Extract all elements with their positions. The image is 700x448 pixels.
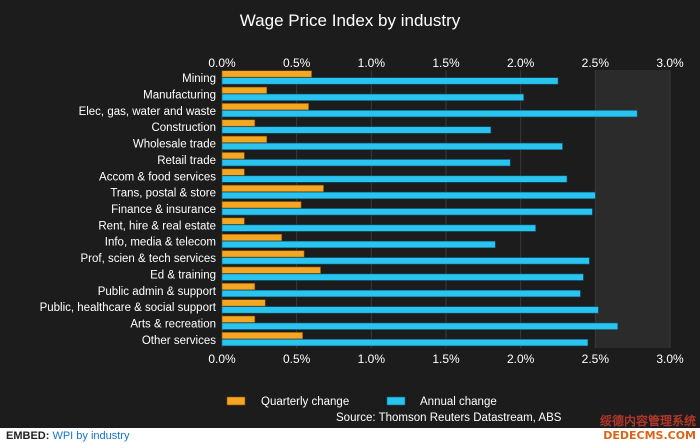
source-text: Source: Thomson Reuters Datastream, ABS [336, 412, 562, 424]
category-label: Prof, scien & tech services [81, 253, 217, 265]
bar-quarterly [221, 250, 305, 258]
watermark: 绥德内容管理系统 DEDECMS.COM [600, 412, 696, 442]
legend-label-quarterly: Quarterly change [261, 396, 349, 408]
bar-quarterly [221, 315, 256, 323]
chart-title: Wage Price Index by industry [240, 11, 461, 30]
embed-line: EMBED: WPI by industry [6, 430, 129, 442]
bar-quarterly [221, 332, 303, 340]
bar-quarterly [221, 152, 245, 160]
bar-annual [221, 257, 590, 265]
watermark-line1: 绥德内容管理系统 [599, 414, 696, 428]
bar-quarterly [221, 70, 312, 78]
bar-annual [221, 142, 563, 150]
category-label: Trans, postal & store [110, 188, 216, 200]
bar-quarterly [221, 282, 256, 291]
x-tick-label-bottom: 2.5% [582, 352, 610, 366]
category-label: Wholesale trade [133, 139, 216, 151]
legend-swatch-quarterly [226, 396, 246, 406]
category-label: Elec, gas, water and waste [79, 106, 216, 118]
bar-annual [221, 339, 589, 347]
bar-annual [221, 289, 581, 298]
x-tick-label-top: 0.0% [208, 56, 236, 70]
watermark-line2: DEDECMS.COM [603, 429, 696, 442]
category-label: Info, media & telecom [105, 237, 216, 249]
x-tick-label-top: 0.5% [283, 56, 311, 70]
bar-quarterly [221, 168, 245, 176]
category-label: Rent, hire & real estate [98, 220, 216, 232]
x-tick-label-bottom: 0.5% [283, 352, 311, 366]
x-tick-label-top: 2.5% [582, 56, 610, 70]
category-label: Construction [151, 122, 216, 134]
bar-annual [221, 322, 619, 330]
category-label: Public, healthcare & social support [40, 302, 217, 314]
bar-annual [221, 77, 559, 85]
bar-quarterly [221, 233, 283, 242]
x-tick-label-top: 1.0% [358, 56, 386, 70]
bar-quarterly [221, 103, 309, 111]
category-label: Mining [182, 73, 216, 85]
x-tick-label-bottom: 1.5% [432, 352, 460, 366]
x-tick-label-top: 2.0% [507, 56, 535, 70]
x-tick-label-bottom: 3.0% [656, 352, 684, 366]
bar-quarterly [221, 299, 266, 307]
bar-annual [221, 224, 536, 232]
bar-quarterly [221, 119, 256, 127]
embed-link[interactable]: WPI by industry [52, 430, 130, 442]
x-tick-label-bottom: 2.0% [507, 352, 535, 366]
bar-quarterly [221, 201, 302, 209]
chart-svg: Wage Price Index by industry 0.0% 0.0% 0.5%… [40, 11, 684, 424]
x-tick-label-bottom: 0.0% [208, 352, 236, 366]
category-label: Finance & insurance [111, 204, 216, 216]
category-label: Arts & recreation [130, 318, 216, 330]
bar-annual [221, 159, 511, 167]
bar-annual [221, 208, 593, 216]
bar-annual [221, 191, 596, 199]
bar-annual [221, 240, 496, 249]
chart-frame: Wage Price Index by industry 0.0% 0.0% 0.5%… [0, 0, 700, 428]
bar-annual [221, 175, 568, 183]
category-label: Retail trade [157, 155, 216, 167]
x-tick-label-top: 1.5% [432, 56, 460, 70]
bar-quarterly [221, 135, 268, 143]
bar-quarterly [221, 266, 321, 274]
legend-swatch-annual [386, 396, 406, 406]
bar-quarterly [221, 86, 268, 94]
bar-quarterly [221, 184, 324, 192]
embed-label: EMBED: [6, 430, 50, 442]
category-label: Manufacturing [143, 90, 216, 102]
bar-annual [221, 110, 638, 118]
category-label: Other services [142, 335, 216, 347]
x-tick-label-bottom: 1.0% [358, 352, 386, 366]
category-label: Ed & training [150, 269, 216, 281]
x-tick-label-top: 3.0% [656, 56, 684, 70]
bar-quarterly [221, 217, 245, 225]
bar-annual [221, 126, 492, 134]
bar-annual [221, 273, 584, 281]
bar-annual [221, 306, 599, 314]
category-label: Accom & food services [99, 171, 216, 183]
legend-label-annual: Annual change [420, 396, 497, 408]
category-label: Public admin & support [98, 286, 217, 298]
bar-annual [221, 93, 524, 101]
